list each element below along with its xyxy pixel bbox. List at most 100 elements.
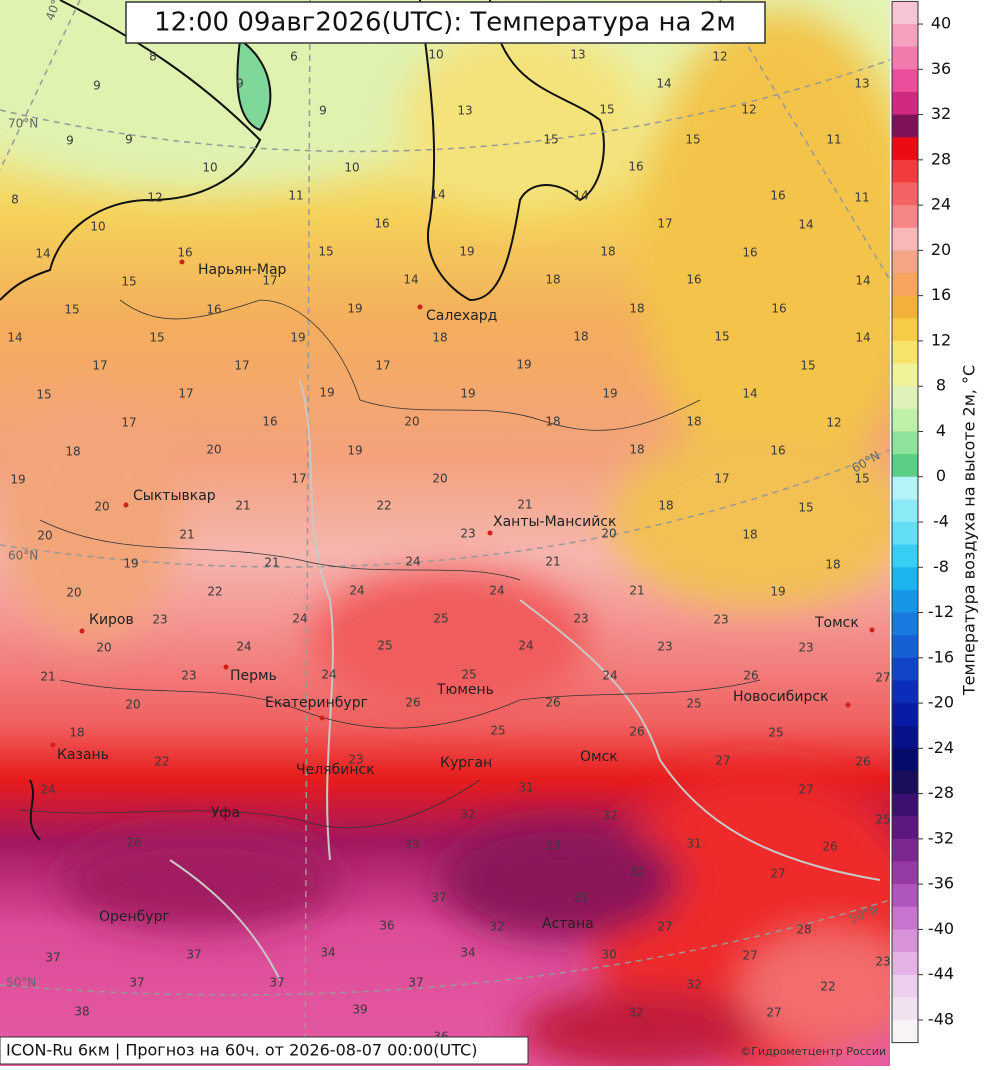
- colorbar-band: [892, 69, 918, 93]
- temperature-label: 23: [348, 753, 363, 767]
- temperature-label: 14: [7, 331, 22, 345]
- colorbar-band: [892, 997, 918, 1021]
- temperature-label: 21: [179, 528, 194, 542]
- city-dot: [845, 702, 851, 708]
- temperature-label: 27: [766, 1006, 781, 1020]
- colorbar-band: [892, 24, 918, 48]
- temperature-label: 9: [125, 133, 133, 147]
- colorbar-band: [892, 205, 918, 229]
- colorbar-tick-label: 28: [931, 149, 951, 168]
- colorbar-band: [892, 137, 918, 161]
- colorbar-band: [892, 657, 918, 681]
- temperature-label: 27: [742, 949, 757, 963]
- temperature-label: 27: [657, 920, 672, 934]
- temperature-label: 9: [66, 134, 74, 148]
- temperature-label: 14: [855, 274, 870, 288]
- city-dot: [487, 530, 493, 536]
- footer: ICON-Ru 6км | Прогноз на 60ч. от 2026-08…: [6, 1041, 477, 1060]
- temperature-label: 14: [798, 218, 813, 232]
- colorbar-band: [892, 273, 918, 297]
- temperature-label: 16: [686, 273, 701, 287]
- temperature-label: 27: [770, 867, 785, 881]
- city-label: Курган: [440, 755, 492, 771]
- temperature-label: 32: [628, 1006, 643, 1020]
- colorbar-band: [892, 567, 918, 591]
- colorbar-tick-label: 8: [936, 376, 946, 395]
- temperature-label: 25: [377, 639, 392, 653]
- temperature-label: 37: [186, 948, 201, 962]
- city-label: Казань: [57, 747, 109, 763]
- temperature-label: 32: [460, 808, 475, 822]
- temperature-label: 16: [771, 302, 786, 316]
- temperature-label: 20: [125, 698, 140, 712]
- city-label: Омск: [580, 749, 618, 765]
- colorbar-band: [892, 680, 918, 704]
- colorbar-band: [892, 589, 918, 614]
- colorbar-band: [892, 431, 918, 455]
- temperature-label: 14: [403, 273, 418, 287]
- temperature-label: 11: [288, 189, 303, 203]
- temperature-label: 22: [820, 980, 835, 994]
- temperature-label: 16: [770, 444, 785, 458]
- map-title: 12:00 09авг2026(UTC): Температура на 2м: [154, 8, 736, 38]
- temperature-label: 24: [236, 640, 251, 654]
- temperature-label: 24: [321, 668, 336, 682]
- colorbar-tick-label: -16: [928, 647, 954, 666]
- temperature-label: 19: [602, 387, 617, 401]
- temperature-label: 10: [344, 161, 359, 175]
- temperature-label: 17: [92, 359, 107, 373]
- temperature-label: 16: [177, 246, 192, 260]
- colorbar-tick-label: 20: [931, 240, 951, 259]
- temperature-label: 16: [262, 415, 277, 429]
- temperature-label: 15: [318, 245, 333, 259]
- colorbar-band: [892, 725, 918, 749]
- city-dot: [417, 304, 423, 310]
- temperature-label: 19: [347, 444, 362, 458]
- colorbar-tick-label: 40: [931, 14, 951, 33]
- temperature-label: 18: [69, 726, 84, 740]
- colorbar-band: [892, 318, 918, 342]
- temperature-label: 32: [629, 865, 644, 879]
- temperature-label: 12: [147, 191, 162, 205]
- temperature-label: 37: [431, 891, 446, 905]
- temperature-label: 38: [74, 1005, 89, 1019]
- colorbar-band: [892, 861, 918, 885]
- temperature-label: 33: [545, 839, 560, 853]
- colorbar-tick-label: 12: [931, 330, 951, 349]
- colorbar-tick-label: 4: [936, 421, 946, 440]
- colorbar-band: [892, 499, 918, 523]
- temperature-label: 12: [741, 103, 756, 117]
- city-label: Киров: [89, 612, 134, 628]
- temperature-label: 12: [826, 416, 841, 430]
- colorbar-band: [892, 635, 918, 659]
- city-label: Салехард: [426, 308, 497, 324]
- temperature-label: 33: [404, 838, 419, 852]
- temperature-label: 32: [489, 920, 504, 934]
- temperature-label: 15: [599, 103, 614, 117]
- temperature-label: 22: [154, 755, 169, 769]
- temperature-label: 16: [206, 303, 221, 317]
- temperature-label: 37: [129, 976, 144, 990]
- colorbar-tick-label: -32: [928, 828, 954, 847]
- title-box: [125, 1, 766, 44]
- city-label: Пермь: [230, 668, 277, 684]
- temperature-label: 37: [408, 976, 423, 990]
- temperature-label: 25: [433, 612, 448, 626]
- colorbar-band: [892, 770, 918, 795]
- city-label: Екатеринбург: [265, 695, 368, 711]
- temperature-label: 15: [685, 133, 700, 147]
- temperature-label: 23: [181, 669, 196, 683]
- labels: 8 6 10 13 12 9 9 9 13 15 14 12 13 9 9 10 10 11 14 15 15 11 16 1…: [7, 48, 890, 1044]
- temperature-label: 26: [405, 696, 420, 710]
- temperature-label: 10: [428, 48, 443, 62]
- temperature-label: 23: [713, 613, 728, 627]
- temperature-label: 18: [686, 415, 701, 429]
- temperature-label: 26: [126, 836, 141, 850]
- temperature-label: 32: [602, 809, 617, 823]
- temperature-label: 23: [573, 612, 588, 626]
- temperature-label: 19: [290, 331, 305, 345]
- temperature-label: 23: [152, 613, 167, 627]
- temperature-label: 11: [854, 191, 869, 205]
- temperature-label: 16: [628, 160, 643, 174]
